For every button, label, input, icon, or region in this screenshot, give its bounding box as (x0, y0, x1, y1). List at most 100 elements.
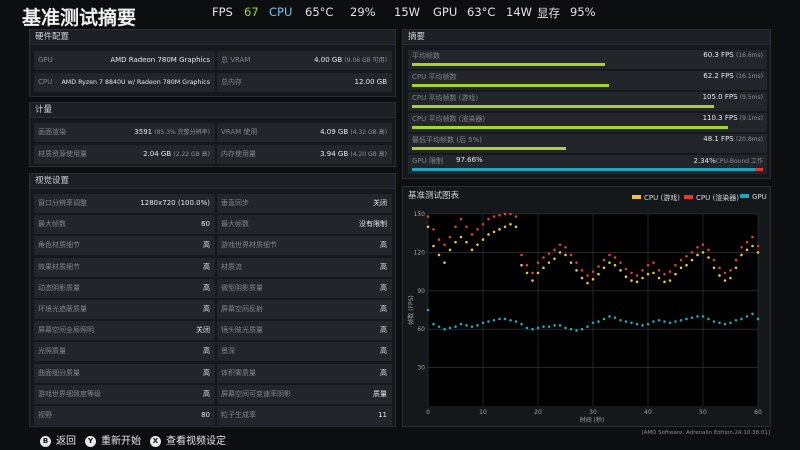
setting-row: 景深 高 (217, 342, 392, 362)
summary-bar (412, 126, 728, 129)
setting-value: 1280x720 (100.0%) (140, 199, 210, 207)
setting-row: 体积雾质量 高 (217, 363, 392, 383)
setting-value: 高 (380, 326, 387, 335)
setting-value: 高 (380, 368, 387, 377)
setting-value: 高 (380, 283, 387, 292)
compute-cell-label: 画面渲染 (38, 128, 66, 136)
summary-bar (412, 63, 605, 66)
setting-label: 粒子生成率 (221, 411, 256, 419)
compute-title: 计量 (30, 103, 395, 118)
ram-cell-value: 12.00 GB (354, 78, 388, 86)
setting-value: 高 (380, 305, 387, 313)
cpu-temp: 65°C (305, 5, 334, 19)
y-button-icon: Y (85, 436, 96, 447)
vram-value: 95% (570, 5, 596, 19)
setting-value: 高 (203, 262, 210, 271)
gpu-bound-left-value: 97.66% (456, 156, 483, 164)
setting-label: 景深 (221, 347, 235, 356)
restart-button[interactable]: Y 重新开始 (85, 432, 141, 447)
setting-value: 高 (203, 368, 210, 377)
summary-panel: 摘要 平均帧数 60.3 FPS (16.6ms) CPU 平均帧数 62.2 FPS… (402, 29, 771, 179)
compute-cell-value: 2.04 GB (2.22 GB 高) (143, 150, 210, 158)
gpu-bound-bar (412, 168, 755, 171)
setting-value: 关闭 (196, 326, 210, 335)
setting-row: 材质流 高 (217, 257, 392, 277)
setting-label: 体积雾质量 (221, 368, 256, 377)
back-button[interactable]: B 返回 (40, 432, 76, 447)
setting-value: 高 (203, 305, 210, 313)
compute-panel: 计量 画面渲染 3591 (85.3% 完整分辨率) VRAM 使用 4.09 … (29, 102, 396, 167)
setting-label: 最大帧数 (38, 220, 66, 229)
gpu-temp: 63°C (467, 5, 496, 19)
cpu-label: CPU (269, 5, 293, 19)
summary-row: CPU 平均帧数 (游戏) 105.0 FPS (9.5ms) (408, 92, 767, 111)
setting-label: 效果材质细节 (38, 262, 80, 271)
hardware-title: 硬件配置 (30, 30, 395, 45)
setting-value: 没有限制 (359, 220, 387, 229)
vram-cell: 总 VRAM 4.00 GB (9.06 GB 可用) (217, 51, 392, 70)
cpu-cell: CPU AMD Ryzen 7 8840U w/ Radeon 780M Gra… (34, 73, 215, 92)
summary-title: 摘要 (403, 30, 770, 45)
compute-cell-value: 3.94 GB (4.20 GB 高) (320, 150, 387, 158)
summary-value: 62.2 FPS (16.1ms) (703, 72, 763, 80)
ram-cell-label: 总内存 (221, 78, 242, 86)
summary-label: 最低平均帧数 (后 5%) (412, 136, 483, 144)
setting-label: 最大帧数 (221, 220, 249, 229)
setting-value: 质量 (373, 389, 387, 398)
summary-label: CPU 平均帧数 (渲染器) (412, 115, 486, 123)
setting-row: 角色材质细节 高 (34, 236, 215, 256)
fps-label: FPS (212, 5, 233, 19)
summary-row: 平均帧数 60.3 FPS (16.6ms) (408, 50, 767, 69)
setting-row: 窗口分辨率调整 1280x720 (100.0%) (34, 194, 215, 213)
top-bar: 基准测试摘要 FPS 67 CPU 65°C 29% 15W GPU 63°C … (0, 0, 800, 29)
setting-row: 环境光遮蔽质量 高 (34, 300, 215, 319)
setting-value: 高 (203, 347, 210, 356)
cpu-bound-bar (755, 168, 763, 171)
setting-value: 高 (380, 241, 387, 250)
compute-cell: 材质资源使用量 2.04 GB (2.22 GB 高) (34, 145, 215, 164)
compute-cell: 画面渲染 3591 (85.3% 完整分辨率) (34, 123, 215, 142)
setting-row: 光照质量 高 (34, 342, 215, 362)
vram-cell-value: 4.00 GB (9.06 GB 可用) (314, 56, 387, 64)
summary-bar (412, 84, 609, 87)
cpu-util: 29% (350, 5, 376, 19)
setting-row: 动态阴影质量 高 (34, 278, 215, 298)
gpu-bound-right: 2.34%CPU-Bound 工作 (693, 157, 763, 165)
compute-cell-value: 4.09 GB (4.32 GB 高) (320, 128, 387, 136)
setting-value: 高 (203, 283, 210, 292)
setting-value: 高 (203, 241, 210, 250)
summary-bar (412, 147, 566, 150)
gpu-power: 14W (506, 5, 533, 19)
vram-label: 显存 (537, 6, 560, 20)
setting-value: 80 (201, 411, 210, 419)
compute-cell-label: 材质资源使用量 (38, 150, 87, 158)
setting-label: 光照质量 (38, 347, 66, 356)
compute-cell-value: 3591 (85.3% 完整分辨率) (134, 128, 210, 136)
setting-label: 动态阴影质量 (38, 283, 80, 292)
version-text: [AMD Software: Adrenalin Edition 24.10.3… (641, 430, 770, 436)
gpu-bound-row: GPU 限制 97.66% 2.34%CPU-Bound 工作 (408, 155, 767, 174)
setting-row: 最大帧数 没有限制 (217, 215, 392, 235)
page-title: 基准测试摘要 (22, 7, 137, 29)
chart-panel: 基准测试图表 (402, 186, 771, 427)
setting-label: 屏幕空间可变速率阴影 (221, 389, 291, 398)
gpu-bound-label: GPU 限制 (412, 157, 443, 165)
view-video-settings-button[interactable]: X 查看视频设定 (150, 432, 226, 447)
setting-label: 窗口分辨率调整 (38, 199, 87, 207)
setting-label: 垂直同步 (221, 199, 249, 207)
vram-cell-label: 总 VRAM (221, 56, 251, 64)
setting-value: 高 (380, 347, 387, 356)
legend-cpu-game: CPU (游戏) (632, 193, 680, 203)
summary-value: 60.3 FPS (16.6ms) (703, 51, 763, 59)
setting-value: 高 (203, 389, 210, 398)
ram-cell: 总内存 12.00 GB (217, 73, 392, 92)
compute-cell: 内存使用量 3.94 GB (4.20 GB 高) (217, 145, 392, 164)
gpu-cell: GPU AMD Radeon 780M Graphics (34, 51, 215, 70)
cpu-power: 15W (394, 5, 421, 19)
cpu-cell-label: CPU (38, 78, 53, 86)
summary-value: 48.1 FPS (20.8ms) (703, 135, 763, 143)
setting-label: 屏幕空间反射 (221, 305, 263, 313)
setting-row: 屏幕空间全局照明 关闭 (34, 321, 215, 341)
setting-row: 垂直同步 关闭 (217, 194, 392, 213)
summary-label: CPU 平均帧数 (游戏) (412, 94, 479, 102)
